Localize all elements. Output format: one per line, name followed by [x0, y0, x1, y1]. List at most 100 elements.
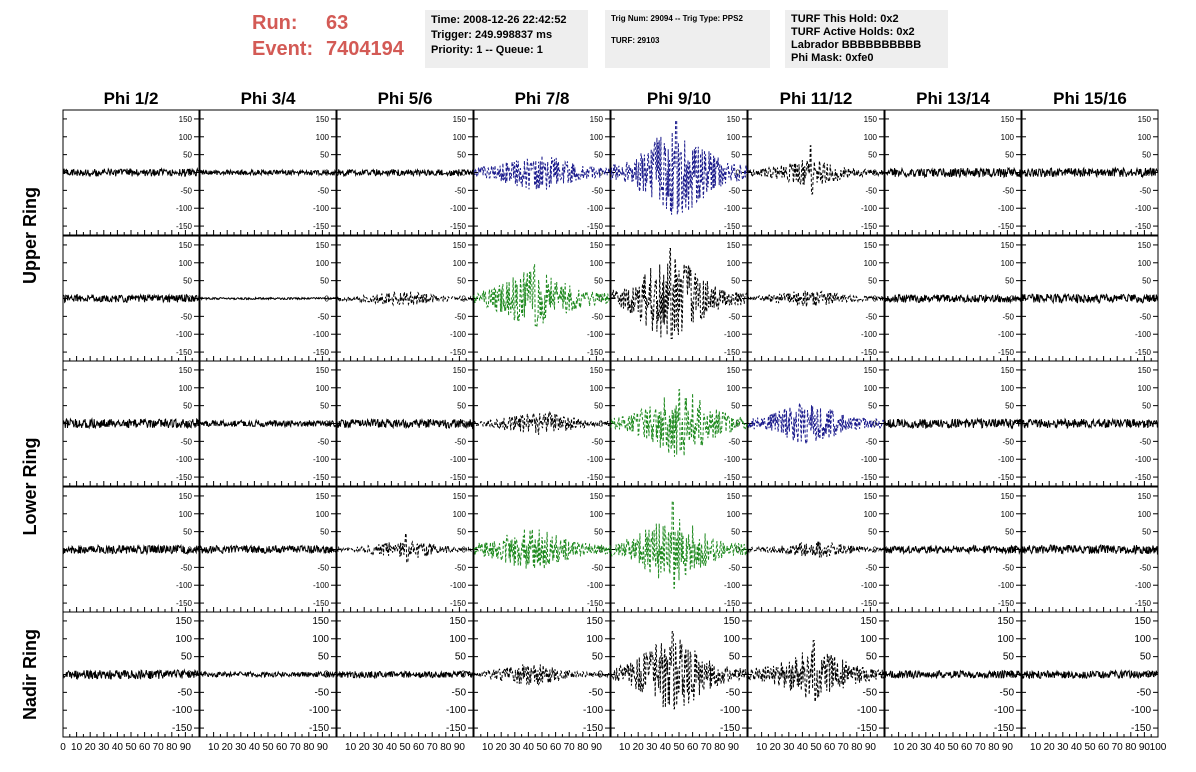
y-tick-label: -150	[861, 473, 878, 482]
row-group-label: Lower Ring	[20, 438, 40, 536]
y-tick-label: 150	[727, 492, 741, 501]
y-tick-label: 50	[594, 402, 603, 411]
x-tick-label: 90	[317, 742, 329, 753]
y-tick-label: 100	[1138, 384, 1152, 393]
y-tick-label: -50	[317, 312, 329, 321]
y-tick-label: -50	[863, 687, 878, 698]
y-tick-label: 0	[599, 169, 604, 178]
column-header: Phi 9/10	[647, 89, 711, 108]
waveform-trace	[1021, 669, 1159, 680]
x-tick-label: 50	[536, 742, 548, 753]
y-tick-label: 50	[592, 652, 604, 663]
x-tick-label: 80	[303, 742, 315, 753]
y-tick-label: 150	[590, 492, 604, 501]
x-tick-label: 30	[235, 742, 247, 753]
y-tick-label: -100	[309, 705, 329, 716]
waveform-trace	[611, 631, 748, 710]
x-tick-label: 50	[399, 742, 411, 753]
waveform-trace	[1021, 166, 1159, 179]
y-tick-label: -150	[861, 222, 878, 231]
column-header: Phi 5/6	[378, 89, 433, 108]
x-tick-label: 30	[98, 742, 110, 753]
y-tick-label: 100	[727, 510, 741, 519]
y-tick-label: -50	[454, 563, 466, 572]
y-tick-label: -100	[724, 204, 741, 213]
x-tick-label: 40	[112, 742, 124, 753]
y-tick-label: -50	[728, 437, 740, 446]
waveform-trace	[1021, 544, 1159, 556]
y-tick-label: -50	[178, 687, 193, 698]
column-header: Phi 3/4	[241, 89, 296, 108]
y-tick-label: 150	[1001, 115, 1015, 124]
y-tick-label: 150	[860, 616, 877, 627]
y-tick-label: -100	[861, 455, 878, 464]
run-event-box: Run: 63 Event: 7404194	[252, 10, 404, 62]
x-tick-label: 60	[276, 742, 288, 753]
y-tick-label: 100	[316, 259, 330, 268]
y-tick-label: -100	[313, 581, 330, 590]
y-tick-label: -50	[180, 312, 192, 321]
waveform-trace	[884, 417, 1022, 430]
y-tick-label: 150	[453, 115, 467, 124]
waveform-trace	[199, 418, 337, 429]
y-tick-label: -50	[726, 687, 741, 698]
y-tick-label: 50	[594, 151, 603, 160]
y-tick-label: -150	[861, 348, 878, 357]
x-tick-label: 20	[359, 742, 371, 753]
y-tick-label: 50	[457, 277, 466, 286]
y-tick-label: -100	[587, 581, 604, 590]
y-tick-label: 100	[864, 259, 878, 268]
waveform-trace	[473, 410, 611, 435]
event-value: 7404194	[326, 38, 404, 60]
waveform-trace	[747, 145, 885, 195]
y-tick-label: 100	[590, 133, 604, 142]
x-tick-label: 0	[60, 742, 66, 753]
y-tick-label: -150	[1131, 723, 1151, 734]
y-tick-label: 100	[179, 384, 193, 393]
waveform-trace	[62, 293, 200, 304]
x-tick-label: 60	[550, 742, 562, 753]
y-tick-label: -150	[450, 473, 467, 482]
y-tick-label: 150	[1138, 115, 1152, 124]
y-tick-label: 150	[1138, 241, 1152, 250]
y-tick-label: 50	[1142, 528, 1151, 537]
x-tick-label: 70	[564, 742, 576, 753]
y-tick-label: 150	[179, 492, 193, 501]
y-tick-label: 50	[1140, 652, 1152, 663]
y-tick-label: 100	[1001, 259, 1015, 268]
y-tick-label: -100	[176, 455, 193, 464]
y-tick-label: 100	[727, 259, 741, 268]
row-group-label: Nadir Ring	[20, 629, 40, 720]
y-tick-label: 150	[1138, 492, 1152, 501]
y-tick-label: 150	[723, 616, 740, 627]
y-tick-label: -100	[724, 455, 741, 464]
y-tick-label: -100	[587, 330, 604, 339]
y-tick-label: 50	[731, 151, 740, 160]
y-tick-label: 50	[455, 652, 467, 663]
y-tick-label: 50	[731, 528, 740, 537]
x-tick-label: 20	[496, 742, 508, 753]
y-tick-label: -50	[591, 437, 603, 446]
turf-this-hold-text: TURF This Hold: 0x2	[791, 13, 899, 25]
waveform-trace	[610, 500, 748, 589]
x-tick-label: 80	[166, 742, 178, 753]
turf-text: TURF: 29103	[611, 36, 660, 45]
y-tick-label: 100	[723, 634, 740, 645]
y-tick-label: -100	[172, 705, 192, 716]
y-tick-label: 50	[320, 277, 329, 286]
x-tick-label: 70	[838, 742, 850, 753]
x-tick-label: 70	[701, 742, 713, 753]
y-tick-label: -50	[589, 687, 604, 698]
column-header: Phi 11/12	[780, 89, 853, 108]
